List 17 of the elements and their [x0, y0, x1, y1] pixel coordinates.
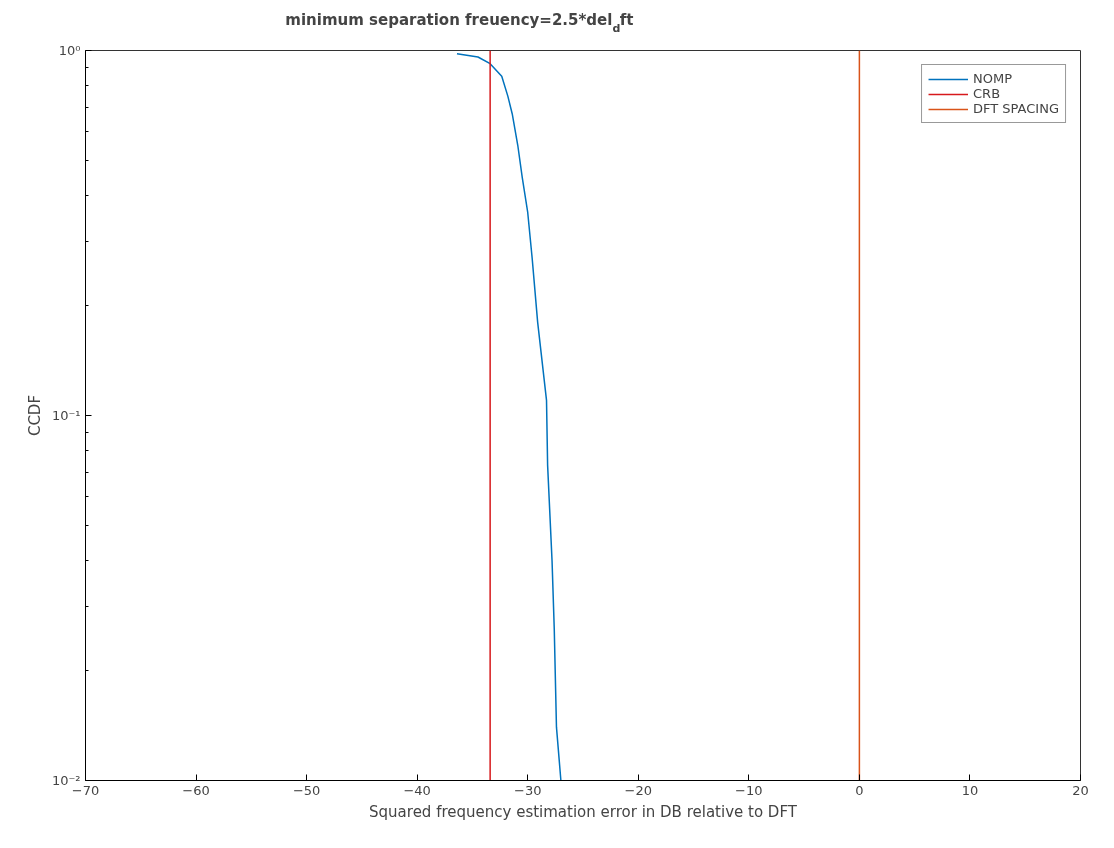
- x-axis-title: Squared frequency estimation error in DB relative to DFT: [369, 802, 798, 821]
- x-tick-label: 0: [855, 782, 864, 798]
- legend-label: NOMP: [973, 71, 1013, 86]
- x-tick-label: −20: [624, 782, 652, 798]
- x-tick-label: −10: [735, 782, 763, 798]
- x-tick-label: −60: [182, 782, 210, 798]
- line-series: [456, 52, 562, 781]
- x-tick-label: −40: [403, 782, 431, 798]
- x-tick-label: 10: [961, 782, 979, 798]
- x-tick-label: −50: [292, 782, 321, 798]
- legend-label: DFT SPACING: [973, 101, 1059, 116]
- y-tick-label: 10⁰: [58, 43, 81, 58]
- x-tick-label: 20: [1072, 782, 1089, 798]
- y-tick-label: 10⁻¹: [51, 408, 81, 423]
- x-tick-label: −30: [514, 782, 542, 798]
- legend-label: CRB: [973, 86, 1001, 101]
- y-axis-title: CCDF: [25, 394, 44, 437]
